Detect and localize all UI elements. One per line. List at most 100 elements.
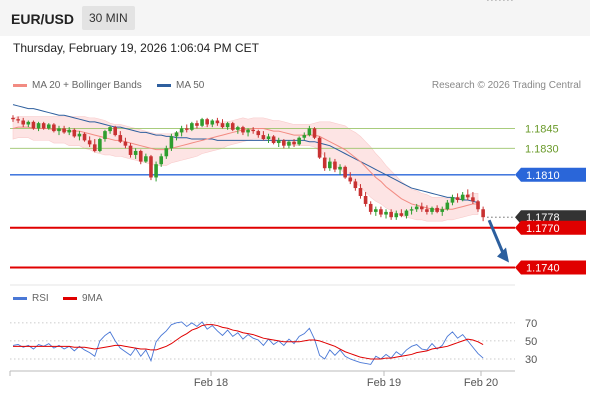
candle-body [333, 161, 337, 170]
candle-body [195, 123, 199, 126]
candle-body [476, 201, 480, 210]
projection-arrow-head [497, 247, 509, 263]
candle-body [440, 209, 445, 212]
candle-body [67, 129, 72, 133]
x-tick-label: Feb 20 [464, 377, 498, 389]
ma50-legend-label: MA 50 [176, 80, 205, 91]
candle-body [123, 141, 128, 146]
candle-body [236, 127, 240, 130]
candle-body [138, 150, 143, 162]
candle-body [353, 181, 358, 189]
ma50-swatch [157, 83, 171, 87]
candle-body [379, 209, 383, 215]
resistance-label: 1.1845 [525, 123, 559, 135]
candle-body [154, 164, 158, 178]
candle-body [297, 137, 301, 145]
candle-body [184, 128, 189, 130]
legend-ma50: MA 50 [157, 80, 204, 91]
candle-body [92, 144, 97, 151]
candle-body [368, 203, 373, 212]
rsi-ma9-line [13, 324, 484, 360]
candle-body [343, 166, 347, 178]
ma20-legend-label: MA 20 + Bollinger Bands [32, 80, 142, 91]
candle-body [169, 136, 174, 149]
candle-body [445, 202, 450, 210]
legend-9ma: 9MA [63, 293, 103, 304]
candle-body [144, 156, 148, 162]
candle-body [16, 119, 20, 121]
candle-body [246, 129, 250, 133]
candle-body [394, 213, 399, 218]
candle-body [225, 123, 230, 128]
candle-body [328, 161, 332, 169]
candle-body [87, 140, 92, 145]
candle-body [251, 129, 255, 132]
datetime-label: Thursday, February 19, 2026 1:06:04 PM C… [13, 41, 259, 55]
resistance-label: 1.1830 [525, 143, 559, 155]
candle-body [404, 210, 409, 216]
candle-body [36, 123, 41, 129]
candle-body [179, 128, 184, 133]
candle-body [133, 150, 138, 155]
candle-body [261, 135, 266, 140]
support-tag [515, 260, 586, 275]
candle-body [77, 133, 82, 137]
symbol-label: EUR/USD [11, 11, 75, 27]
legend-ma20: MA 20 + Bollinger Bands [13, 80, 142, 91]
candle-body [307, 128, 312, 136]
ma50-line [12, 104, 479, 204]
candle-body [374, 209, 378, 212]
candle-body [210, 120, 215, 125]
candle-body [190, 123, 194, 130]
rsi-line [12, 321, 484, 365]
last-price-tag [515, 210, 586, 225]
chart-header: EUR/USD 30 MIN [0, 0, 590, 36]
pivot-label: 1.1810 [526, 170, 560, 182]
candle-body [312, 128, 317, 138]
candle-body [348, 177, 353, 182]
candle-body [460, 194, 465, 200]
candle-body [338, 166, 342, 170]
candle-body [430, 207, 434, 212]
ma9-legend-label: 9MA [82, 293, 103, 304]
candle-body [103, 131, 107, 140]
candle-body [11, 117, 15, 120]
candle-body [276, 140, 281, 144]
candle-body [46, 124, 51, 129]
candle-body [282, 140, 286, 146]
candle-body [52, 124, 56, 132]
candle-body [481, 209, 485, 218]
candle-body [465, 194, 470, 198]
rsi-level-label: 70 [525, 318, 537, 330]
candle-body [220, 123, 225, 128]
candle-body [389, 211, 393, 218]
candle-body [62, 128, 66, 133]
rsi-swatch [13, 296, 27, 300]
rsi-level-label: 50 [525, 336, 537, 348]
ma20-line [12, 126, 479, 210]
candle-body [256, 131, 261, 136]
candle-body [292, 141, 296, 145]
timeframe-button[interactable]: 30 MIN [82, 6, 135, 30]
legend-rsi: RSI [13, 293, 49, 304]
candles-group [11, 115, 485, 222]
support-label: 1.1770 [526, 223, 560, 235]
candle-body [414, 206, 419, 210]
candle-body [271, 136, 276, 144]
ma20-swatch [13, 83, 27, 87]
candle-body [149, 156, 153, 178]
candle-body [409, 209, 414, 211]
credit-text: Research © 2026 Trading Central [431, 80, 581, 91]
candle-body [384, 211, 388, 215]
projection-arrow [487, 219, 506, 257]
candle-body [363, 196, 368, 204]
candle-body [174, 132, 179, 137]
candle-body [302, 135, 307, 138]
candle-body [205, 119, 209, 125]
candle-body [455, 197, 460, 200]
candle-body [322, 157, 327, 169]
candle-body [420, 206, 424, 210]
candle-body [317, 137, 322, 158]
candle-body [450, 197, 455, 203]
